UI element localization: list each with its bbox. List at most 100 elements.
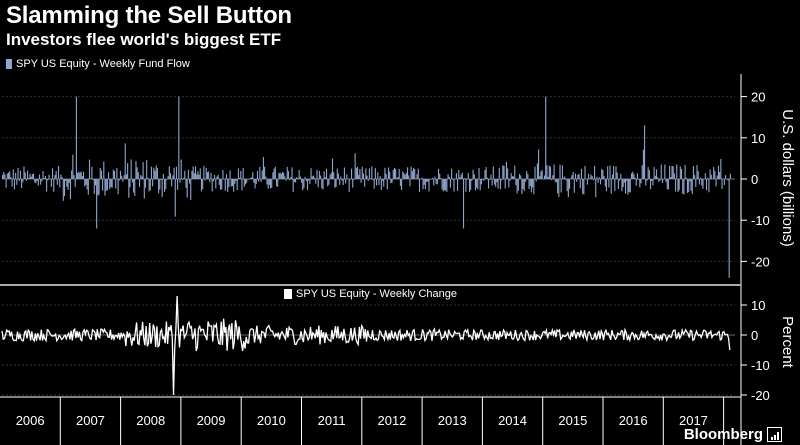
flow-bar: [153, 167, 155, 179]
flow-bar: [38, 174, 41, 179]
flow-bar: [354, 153, 356, 179]
flow-bar: [231, 179, 233, 187]
brand: Bloomberg: [684, 426, 782, 443]
year-label: 2015: [558, 413, 587, 428]
flow-bar: [273, 168, 275, 179]
flow-bar: [408, 175, 410, 179]
flow-bar: [473, 174, 475, 179]
flow-bar: [300, 179, 303, 183]
flow-bar: [538, 149, 540, 179]
flow-bar: [395, 168, 397, 179]
flow-bar: [676, 164, 678, 179]
flow-bar: [379, 176, 381, 179]
flow-bar: [467, 172, 469, 179]
flow-bar: [122, 179, 124, 182]
year-label: 2010: [257, 413, 286, 428]
flow-bar: [486, 177, 488, 179]
flow-bar: [187, 169, 189, 179]
flow-bar: [639, 179, 641, 188]
flow-bar: [448, 176, 450, 179]
flow-bar: [13, 179, 16, 190]
flow-bar: [266, 179, 268, 185]
flow-bar: [629, 179, 631, 193]
flow-bar: [292, 179, 294, 193]
flow-bar: [482, 179, 484, 180]
flow-bar: [451, 168, 453, 179]
flow-bar: [225, 174, 228, 179]
flow-bar: [183, 177, 185, 179]
flow-bar: [68, 179, 70, 183]
flow-bar: [17, 167, 19, 179]
flow-bar: [177, 179, 179, 190]
flow-bar: [280, 173, 282, 179]
flow-bar: [453, 179, 455, 192]
flow-bar: [705, 179, 708, 191]
flow-bar: [166, 179, 168, 180]
flow-bar: [396, 177, 398, 179]
flow-bar: [663, 179, 665, 180]
flow-bar: [483, 179, 485, 182]
flow-bar: [203, 166, 205, 179]
flow-bar: [9, 171, 11, 179]
flow-bar: [130, 159, 132, 179]
flow-bar: [511, 176, 513, 179]
flow-bar: [168, 166, 170, 179]
flow-bar: [267, 179, 269, 189]
flow-bar: [415, 178, 417, 179]
flow-bar: [293, 179, 295, 183]
flow-bar: [491, 179, 493, 186]
flow-bar: [543, 175, 546, 179]
flow-bar: [420, 179, 422, 180]
flow-bar: [54, 175, 56, 179]
flow-bar: [576, 179, 578, 182]
flow-bar: [335, 179, 337, 188]
flow-bar: [513, 176, 515, 179]
flow-bar: [619, 179, 621, 181]
flow-bar: [185, 179, 187, 188]
flow-bar: [299, 176, 301, 179]
flow-bar: [392, 170, 394, 179]
flow-bar: [514, 165, 516, 179]
flow-bar: [476, 179, 478, 188]
flow-bar: [21, 179, 23, 189]
flow-bar: [461, 172, 463, 179]
flow-bar: [152, 179, 154, 187]
flow-bar: [193, 173, 195, 179]
flow-bar: [172, 175, 174, 179]
flow-bar: [708, 179, 710, 193]
flow-bar: [721, 179, 723, 190]
flow-bar: [245, 179, 247, 185]
flow-bar: [315, 179, 317, 184]
flow-bar: [119, 170, 122, 179]
year-label: 2009: [197, 413, 226, 428]
flow-bar: [47, 179, 49, 181]
flow-bar: [594, 165, 596, 179]
flow-bar: [333, 172, 335, 179]
flow-bar: [279, 172, 281, 179]
flow-bar: [714, 170, 716, 179]
flow-bar: [633, 173, 635, 179]
flow-bar: [15, 172, 17, 179]
flow-bar: [470, 179, 472, 190]
flow-bar: [728, 179, 730, 278]
flow-bar: [169, 173, 172, 179]
flow-bar: [462, 179, 465, 229]
flow-bar: [324, 177, 326, 179]
flow-bar: [113, 170, 116, 179]
flow-bar: [541, 170, 543, 179]
flow-bar: [336, 168, 338, 179]
flow-bar: [104, 179, 106, 196]
flow-bar: [370, 178, 372, 179]
tick-label-flow: 10: [751, 131, 765, 146]
flow-bar: [303, 179, 305, 189]
flow-bar: [108, 172, 110, 179]
flow-bar: [384, 167, 386, 179]
flow-bar: [634, 177, 636, 179]
flow-bar: [402, 171, 404, 179]
legend-swatch-flow: [6, 59, 12, 69]
flow-bar: [654, 175, 656, 179]
flow-bar: [493, 179, 496, 185]
flow-bar: [264, 166, 266, 179]
flow-bar: [202, 179, 204, 190]
flow-bar: [410, 166, 412, 179]
